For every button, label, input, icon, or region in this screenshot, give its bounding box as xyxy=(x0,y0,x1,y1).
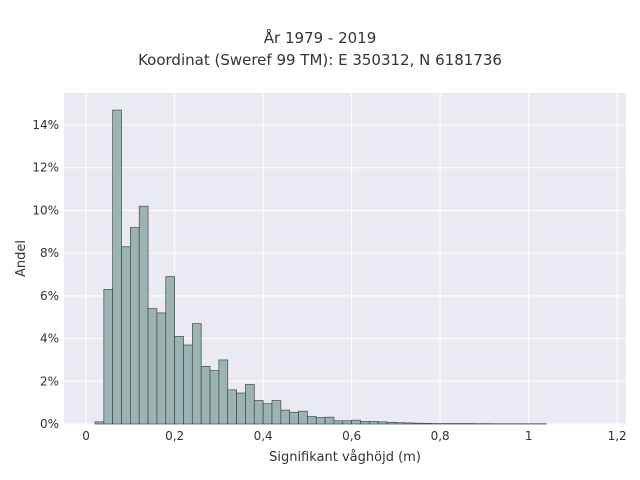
histogram-bar xyxy=(315,417,326,425)
histogram-bar xyxy=(324,416,335,425)
histogram-bar xyxy=(298,410,308,425)
histogram-bar xyxy=(156,312,167,425)
chart-subtitle: Koordinat (Sweref 99 TM): E 350312, N 61… xyxy=(138,51,502,69)
histogram-bar xyxy=(280,409,291,425)
histogram-bar xyxy=(112,109,122,425)
histogram-bar xyxy=(130,227,140,425)
histogram-bar xyxy=(262,403,273,425)
histogram-bar xyxy=(183,344,193,425)
histogram-bar xyxy=(147,308,158,425)
y-tick-label: 10% xyxy=(32,203,59,217)
x-tick-label: 0,6 xyxy=(342,429,361,443)
x-tick-label: 0 xyxy=(82,429,90,443)
x-tick-label: 1,2 xyxy=(608,429,627,443)
y-axis-label: Andel xyxy=(14,240,29,277)
x-tick-label: 1 xyxy=(525,429,533,443)
histogram-bar xyxy=(289,411,299,425)
histogram-bar xyxy=(227,389,237,425)
histogram-bar xyxy=(404,422,414,425)
histogram-bar xyxy=(218,359,229,425)
histogram-bar xyxy=(307,416,317,425)
histogram-bar xyxy=(245,384,255,425)
y-tick-label: 8% xyxy=(40,246,59,260)
chart-title: År 1979 - 2019 xyxy=(263,29,377,47)
y-tick-label: 2% xyxy=(40,374,59,388)
histogram-bar xyxy=(174,336,184,425)
histogram-bar xyxy=(271,400,282,425)
histogram-bar xyxy=(360,421,370,425)
histogram-bar xyxy=(138,205,149,425)
x-tick-label: 0,8 xyxy=(431,429,450,443)
histogram-bar xyxy=(121,246,131,425)
y-tick-label: 0% xyxy=(40,417,59,431)
histogram-bar xyxy=(253,400,264,425)
y-tick-label: 14% xyxy=(32,118,59,132)
histogram-bar xyxy=(94,421,105,425)
histogram-bar xyxy=(165,276,175,425)
histogram-bar xyxy=(209,370,220,425)
histogram-bar xyxy=(191,323,202,425)
x-axis-ticks: 0 0,2 0,4 0,6 0,8 1 1,2 xyxy=(82,429,626,443)
y-axis-ticks: 0% 2% 4% 6% 8% 10% 12% 14% xyxy=(32,118,59,431)
histogram-bar xyxy=(413,422,423,425)
histogram-bar xyxy=(103,289,114,425)
histogram-bar xyxy=(395,422,406,425)
histogram-bar xyxy=(333,420,344,425)
x-tick-label: 0,2 xyxy=(165,429,184,443)
y-tick-label: 4% xyxy=(40,332,59,346)
histogram-bar xyxy=(377,421,388,425)
histogram-bar xyxy=(368,421,379,425)
x-axis-label: Signifikant våghöjd (m) xyxy=(269,450,421,465)
y-tick-label: 6% xyxy=(40,289,59,303)
histogram-bar xyxy=(342,420,352,425)
histogram-bar xyxy=(200,365,211,425)
y-tick-label: 12% xyxy=(32,161,59,175)
histogram-bar xyxy=(351,419,361,425)
histogram-bar xyxy=(386,421,397,425)
histogram-bar xyxy=(236,392,246,425)
histogram-bars xyxy=(94,109,547,425)
x-tick-label: 0,4 xyxy=(254,429,273,443)
histogram-bar xyxy=(422,423,432,425)
